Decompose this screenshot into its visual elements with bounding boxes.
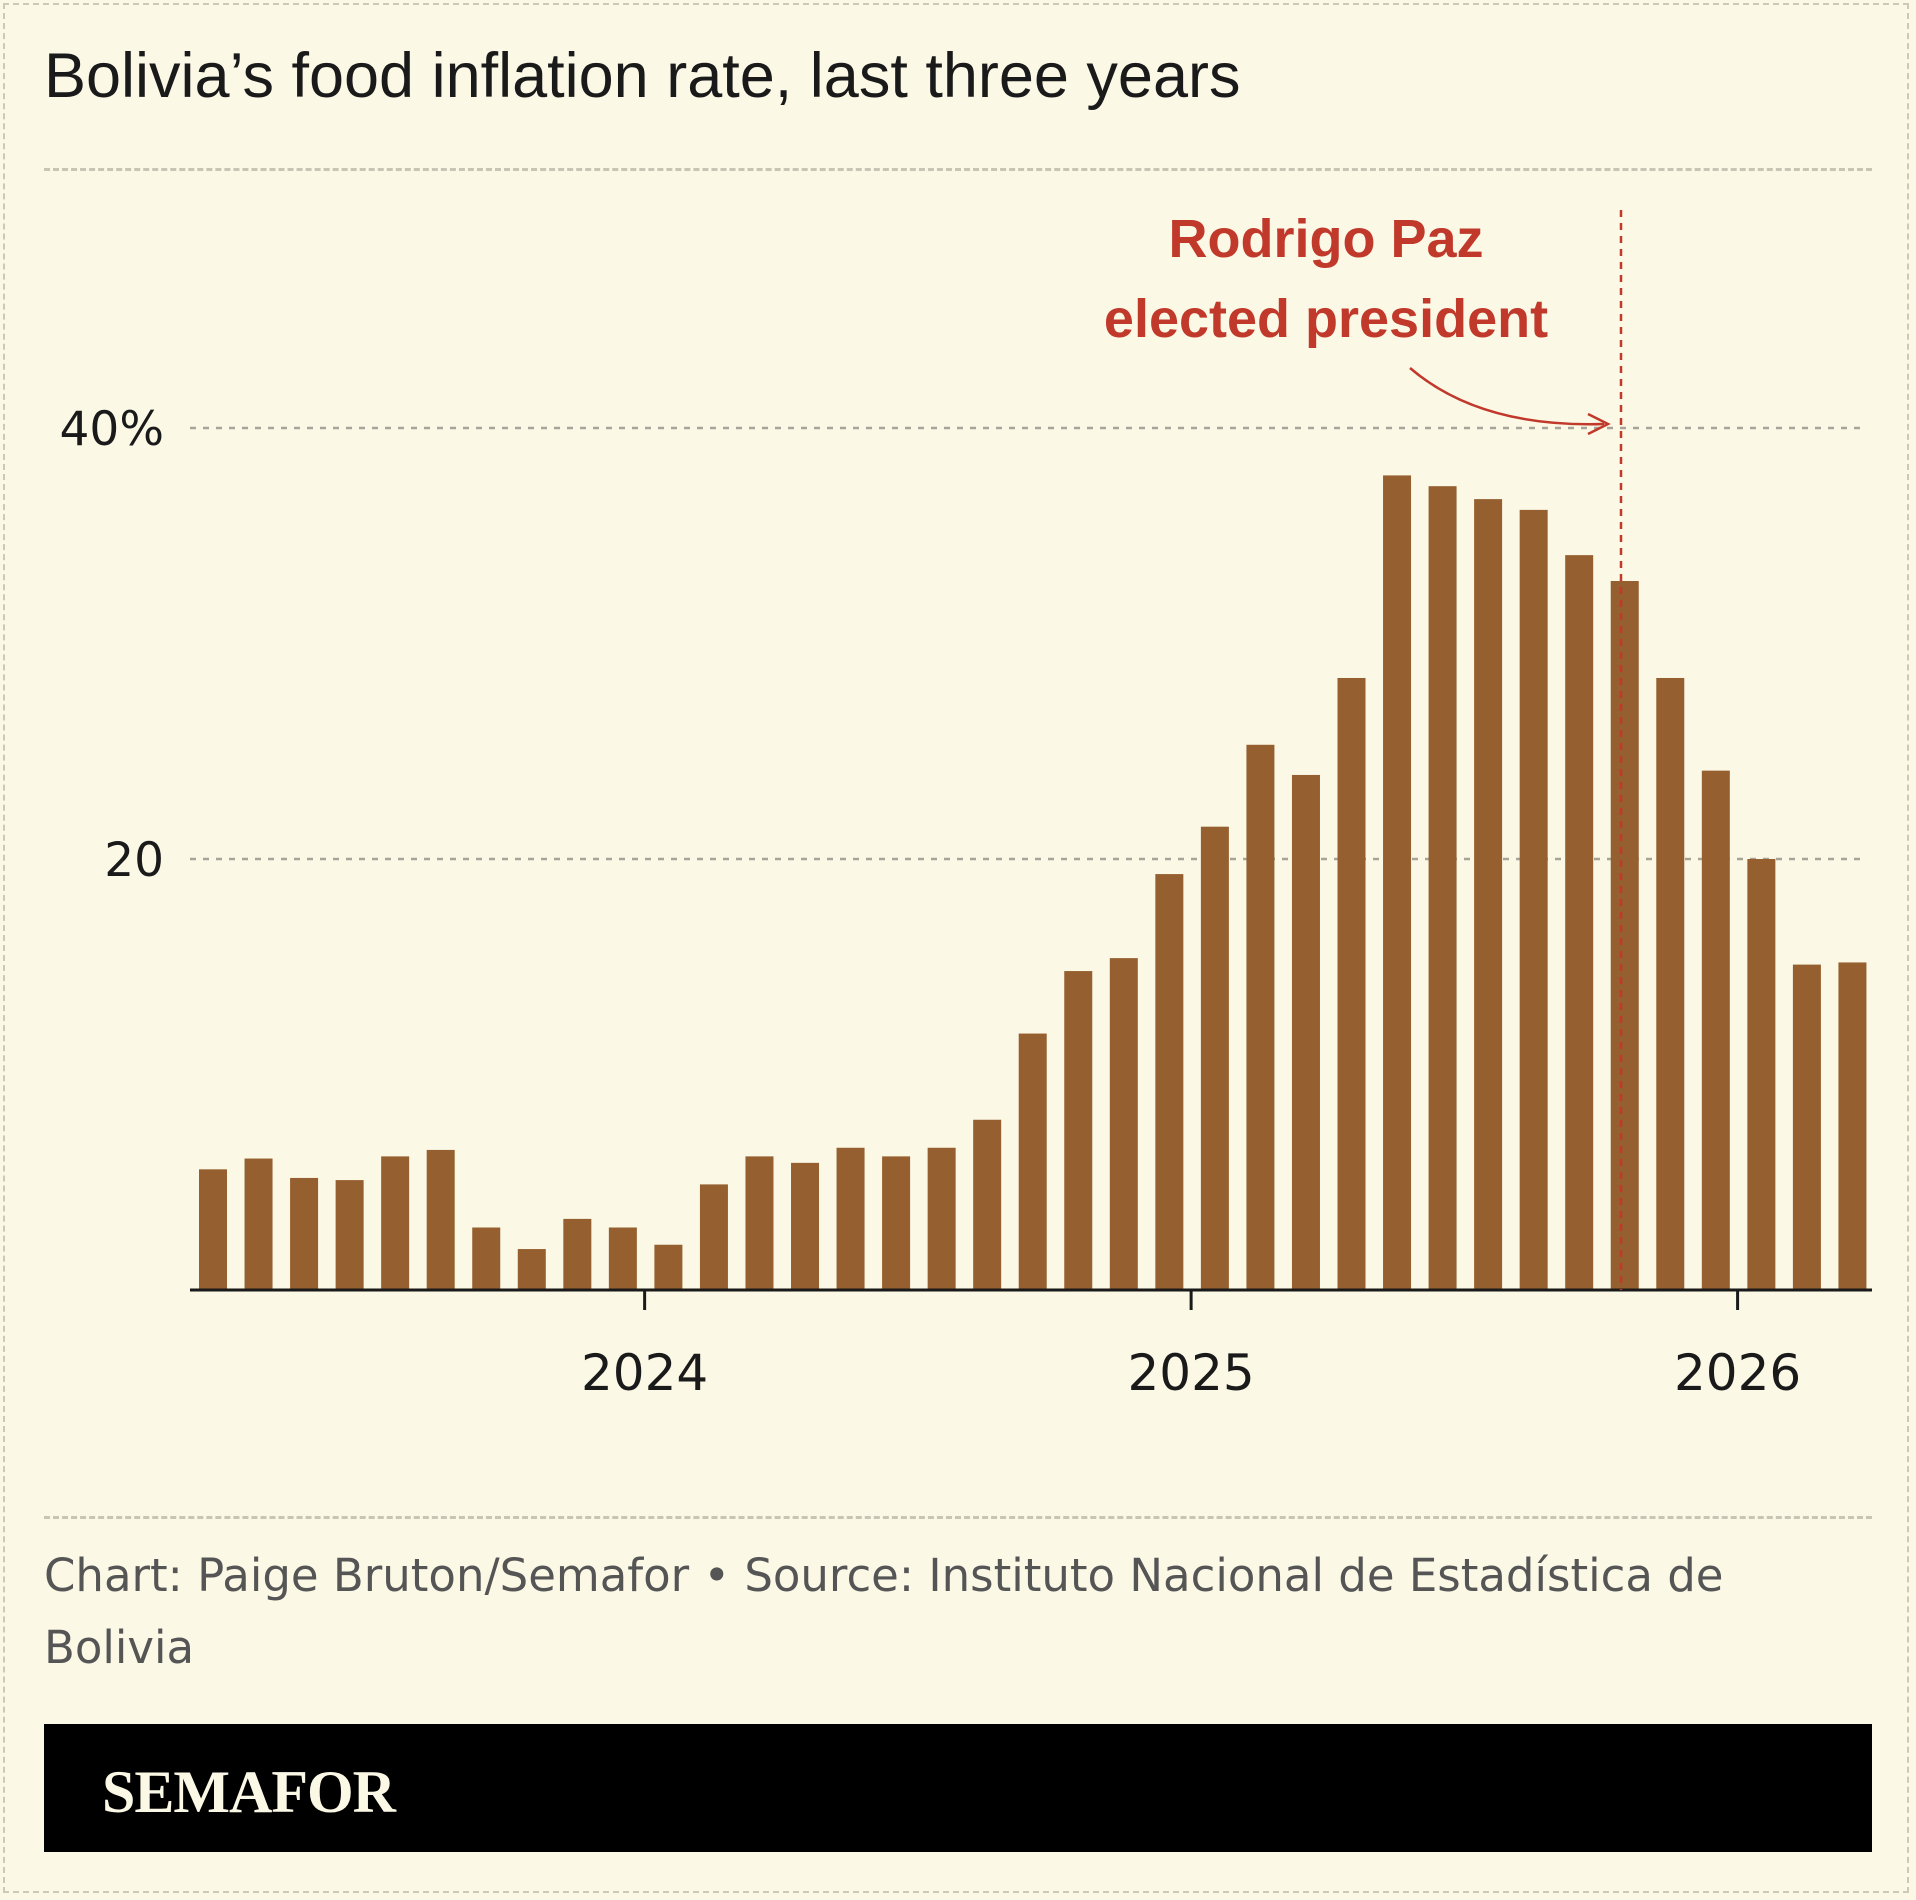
bar [1519, 509, 1548, 1290]
chart-title: Bolivia’s food inflation rate, last thre… [44, 41, 1241, 111]
x-axis: 2024 2025 2026 [190, 1288, 1872, 1402]
bar [1610, 581, 1639, 1290]
bar [1747, 859, 1776, 1290]
footer-bar: SEMAFOR [44, 1724, 1872, 1852]
semafor-logo: SEMAFOR [102, 1759, 396, 1825]
bar [426, 1149, 455, 1290]
bar [1656, 677, 1685, 1290]
bar [1200, 826, 1229, 1290]
bar [1701, 770, 1730, 1290]
bar [381, 1156, 410, 1290]
bottom-divider [44, 1516, 1872, 1519]
bar [882, 1156, 911, 1290]
bar [1428, 486, 1457, 1290]
bar [1838, 962, 1867, 1290]
bar [1291, 774, 1320, 1290]
bar [791, 1162, 820, 1290]
election-annotation: Rodrigo Paz elected president [1104, 209, 1623, 1290]
annotation-line2: elected president [1104, 289, 1548, 349]
y-tick-label: 40% [60, 402, 164, 457]
bar [1155, 874, 1184, 1290]
y-tick-label: 20 [104, 833, 164, 888]
x-tick-label: 2025 [1127, 1344, 1254, 1402]
bar [472, 1227, 501, 1290]
bar [608, 1227, 637, 1290]
bar [745, 1156, 774, 1290]
bar [1792, 964, 1821, 1290]
annotation-arrow [1409, 367, 1605, 426]
bar [927, 1147, 956, 1290]
bar [517, 1249, 546, 1290]
bar [335, 1180, 364, 1290]
bar [563, 1218, 592, 1290]
annotation-arrowhead [1587, 412, 1611, 436]
bars [199, 475, 1867, 1290]
bar [699, 1184, 728, 1290]
bar [244, 1158, 273, 1290]
bar [290, 1177, 319, 1290]
bar [973, 1119, 1002, 1290]
bar [836, 1147, 865, 1290]
x-tick-label: 2024 [581, 1344, 708, 1402]
bar [1474, 499, 1503, 1290]
gridlines: 20 40% [60, 402, 1866, 888]
bar [1109, 958, 1138, 1290]
bar-chart: 20 40% 2024 2025 2026 Rodrigo Paz elected pr… [60, 209, 1872, 1402]
source-credit: Chart: Paige Bruton/Semafor • Source: In… [44, 1549, 1724, 1674]
bar [1018, 1033, 1047, 1290]
bar [1565, 555, 1594, 1290]
bar [1246, 744, 1275, 1290]
bar [199, 1169, 227, 1290]
bar [1064, 971, 1093, 1290]
bar [654, 1244, 683, 1290]
annotation-line1: Rodrigo Paz [1168, 209, 1483, 269]
top-divider [44, 168, 1872, 171]
chart-frame [3, 3, 1909, 1893]
bar [1383, 475, 1412, 1290]
x-tick-label: 2026 [1674, 1344, 1801, 1402]
bar [1337, 677, 1366, 1290]
